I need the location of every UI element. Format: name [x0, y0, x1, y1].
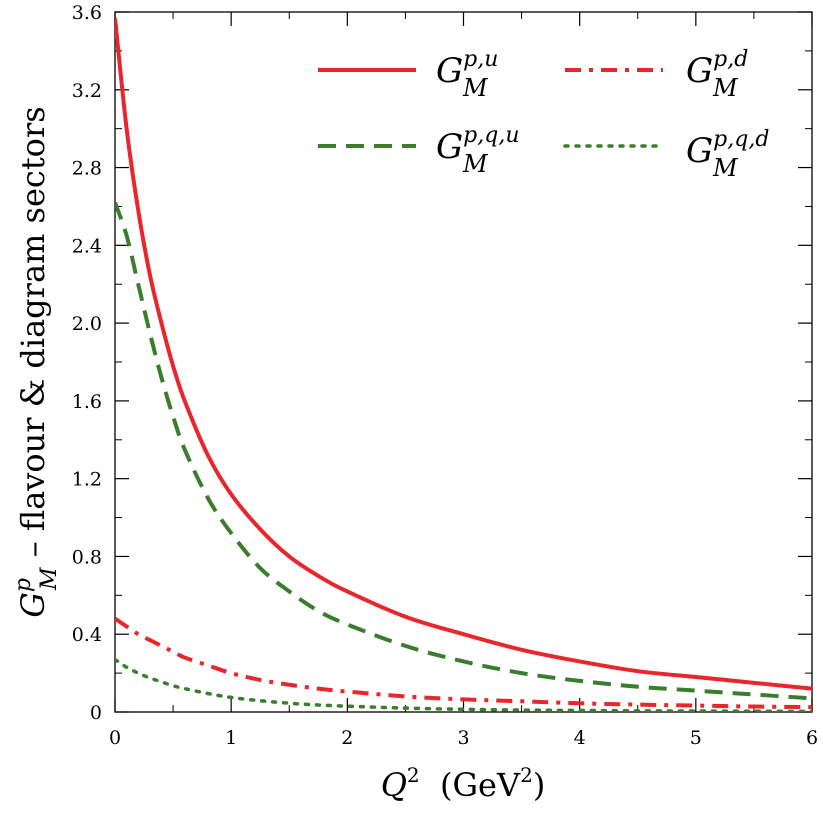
legend: Gp,u M Gp,d M Gp,q,u M Gp,q,d M [318, 47, 769, 182]
x-tick-label: 1 [225, 727, 237, 749]
ticks: 0 1 2 3 4 5 6 0 0.4 0.8 1.2 1.6 2.0 2.4 2.8 3.2 3.6 [72, 2, 818, 749]
x-tick-label: 3 [457, 727, 469, 749]
y-tick-label: 0.4 [72, 624, 102, 646]
x-axis-title: Q2 (GeV2) [381, 763, 546, 804]
y-tick-label: 2.4 [72, 235, 102, 257]
axes [114, 11, 813, 713]
x-tick-label: 2 [341, 727, 353, 749]
x-tick-label: 5 [690, 727, 702, 749]
y-tick-label: 0.8 [72, 546, 102, 568]
x-tick-label: 0 [109, 727, 121, 749]
legend-label-1: Gp,d M [686, 47, 748, 102]
series-line-3 [115, 657, 812, 712]
series-line-1 [115, 617, 812, 710]
y-tick-label: 1.2 [72, 469, 102, 491]
y-tick-label: 3.6 [72, 2, 102, 24]
x-tick-label: 6 [806, 727, 818, 749]
series-line-2 [115, 201, 812, 701]
legend-label-0: Gp,u M [436, 47, 498, 102]
axis-titles: Q2 (GeV2) GpM – flavour & diagram sectors [11, 106, 545, 804]
y-tick-label: 3.2 [72, 80, 102, 102]
y-tick-label: 0 [90, 702, 102, 724]
legend-label-2: Gp,q,u M [436, 123, 520, 178]
y-axis-title: GpM – flavour & diagram sectors [11, 106, 62, 617]
y-tick-label: 1.6 [72, 391, 102, 413]
series-group [115, 17, 812, 712]
y-tick-label: 2.8 [72, 158, 102, 180]
legend-label-3: Gp,q,d M [686, 127, 769, 182]
y-tick-label: 2.0 [72, 313, 102, 335]
series-line-0 [115, 17, 812, 691]
plot-frame [114, 11, 813, 713]
x-tick-label: 4 [574, 727, 586, 749]
